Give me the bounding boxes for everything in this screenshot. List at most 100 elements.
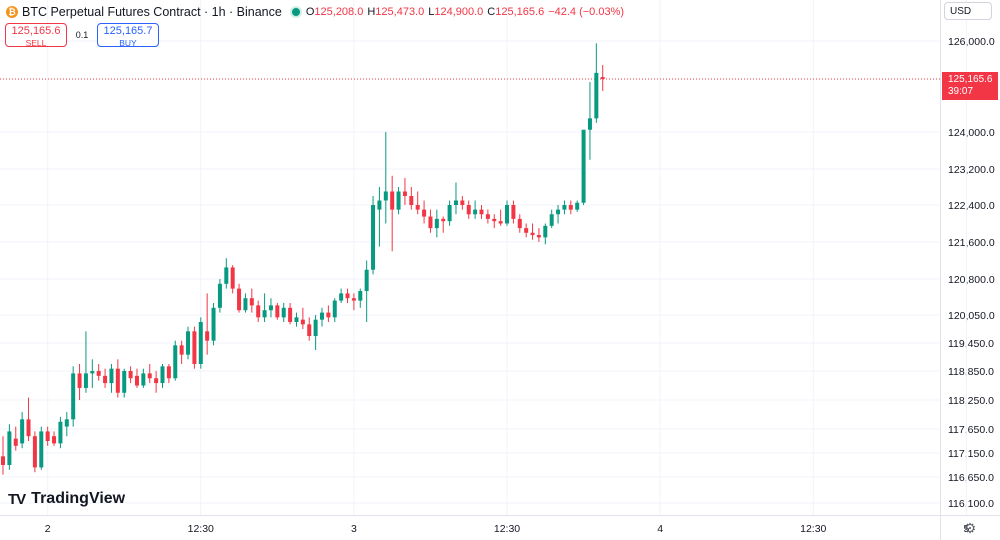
candle-body (45, 431, 50, 441)
y-tick-label: 126,000.0 (948, 36, 995, 48)
y-tick-label: 124,000.0 (948, 127, 995, 139)
ohlc-low: L124,900.0 (428, 6, 484, 18)
sell-label: SELL (25, 38, 47, 48)
candle-body (575, 202, 580, 210)
candle-body (460, 200, 465, 205)
candle-body (396, 191, 401, 210)
x-tick-label: 12:30 (494, 523, 520, 535)
candle-body (52, 436, 57, 444)
candle-body (147, 373, 152, 379)
y-tick-label: 120,800.0 (948, 274, 995, 286)
candle-body (524, 228, 529, 233)
candle-body (466, 205, 471, 215)
candle-body (473, 209, 478, 215)
candle-body (122, 371, 127, 393)
bitcoin-icon: ₿ (6, 6, 18, 18)
settings-gear-icon[interactable]: ⚙ (963, 520, 977, 536)
candle-body (390, 191, 395, 210)
candle-body (600, 77, 605, 79)
candle-body (358, 291, 363, 301)
candle-body (32, 436, 37, 468)
spread-value: 0.1 (75, 30, 89, 40)
buy-button[interactable]: 125,165.7 BUY (97, 23, 159, 48)
symbol-title[interactable]: BTC Perpetual Futures Contract · 1h · Bi… (22, 5, 282, 19)
candle-body (179, 345, 184, 355)
candle-body (109, 368, 114, 384)
candle-body (377, 200, 382, 210)
candle-body (64, 419, 69, 427)
x-tick-label: 3 (351, 523, 357, 535)
candle-body (262, 310, 267, 318)
candle-body (351, 298, 356, 301)
candle-body (536, 235, 541, 238)
candle-body (39, 431, 44, 468)
candle-body (13, 438, 18, 446)
candle-body (505, 205, 510, 224)
ohlc-change: −42.4 (−0.03%) (548, 6, 625, 18)
candle-body (211, 307, 216, 341)
trade-panel: 125,165.6 SELL 0.1 125,165.7 BUY (5, 23, 159, 48)
candle-body (339, 293, 344, 301)
candle-body (237, 288, 242, 311)
candle-body (556, 209, 561, 215)
candle-body (141, 373, 146, 386)
y-tick-label: 117,150.0 (948, 448, 994, 460)
candle-body (58, 421, 63, 444)
candle-body (562, 205, 567, 210)
current-price-value: 125,165.6 (948, 74, 993, 85)
candle-body (26, 419, 31, 437)
buy-price: 125,165.7 (103, 25, 153, 37)
candle-body (300, 319, 305, 325)
candle-body (268, 305, 273, 311)
candle-body (256, 305, 261, 318)
y-tick-label: 118,250.0 (948, 395, 994, 407)
candle-countdown: 39:07 (948, 86, 974, 97)
candle-body (128, 371, 133, 379)
candle-body (498, 221, 503, 224)
candle-body (90, 371, 95, 374)
candle-body (243, 298, 248, 311)
candle-body (103, 375, 108, 384)
ohlc-open: O125,208.0 (305, 6, 364, 18)
candle-body (1, 456, 5, 465)
tradingview-logo-text: TradingView (31, 490, 126, 507)
candle-body (453, 200, 458, 205)
candle-body (281, 307, 286, 318)
sell-price: 125,165.6 (11, 25, 61, 37)
currency-selector[interactable]: USD (944, 2, 992, 20)
ohlc-legend: O125,208.0 H125,473.0 L124,900.0 C125,16… (306, 6, 624, 18)
candle-body (205, 331, 210, 341)
chart-header: ₿ BTC Perpetual Futures Contract · 1h · … (6, 4, 624, 20)
candle-body (160, 366, 165, 384)
candle-body (20, 419, 25, 444)
candle-body (313, 319, 318, 336)
candle-body (402, 191, 407, 196)
tradingview-logo-icon: TV (8, 490, 26, 508)
candle-body (383, 191, 388, 201)
candle-body (594, 72, 599, 119)
x-tick-label: 12:30 (800, 523, 826, 535)
y-tick-label: 123,200.0 (948, 164, 995, 176)
x-tick-label: 12:30 (188, 523, 214, 535)
candle-body (371, 205, 376, 270)
candle-body (485, 214, 490, 219)
candle-body (217, 283, 222, 308)
candle-body (549, 214, 554, 226)
candle-body (517, 218, 522, 229)
y-tick-label: 119,450.0 (948, 338, 994, 350)
candle-body (332, 300, 337, 318)
candle-body (581, 129, 586, 203)
candle-body (294, 317, 299, 322)
candle-body (192, 331, 197, 364)
buy-label: BUY (119, 38, 137, 48)
market-status-icon[interactable] (291, 8, 300, 16)
candle-body (186, 331, 191, 355)
tradingview-logo[interactable]: TV TradingView (8, 490, 125, 508)
candle-body (530, 232, 535, 236)
x-tick-label: 5 (963, 523, 969, 535)
candle-body (288, 307, 293, 322)
candle-body (96, 371, 101, 376)
sell-button[interactable]: 125,165.6 SELL (5, 23, 67, 48)
candle-body (198, 322, 203, 364)
